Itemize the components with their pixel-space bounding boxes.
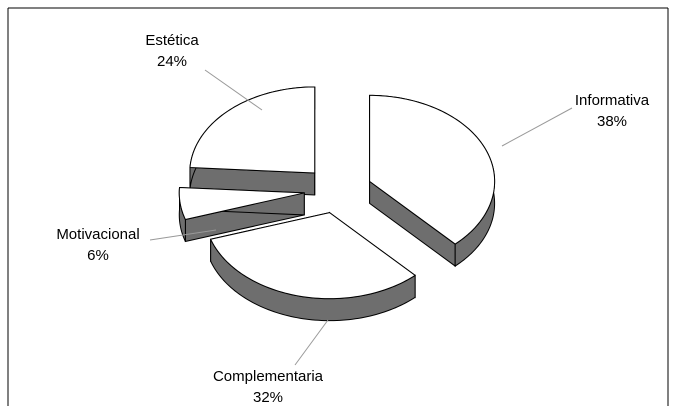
leader-line — [294, 319, 329, 366]
leader-line — [149, 229, 217, 241]
category-label: Estética — [145, 32, 199, 49]
slice — [178, 187, 305, 221]
percent-label: 38% — [597, 113, 627, 130]
slice — [209, 212, 417, 300]
leader-line — [204, 69, 263, 111]
percent-label: 24% — [157, 53, 187, 70]
leader-line — [501, 107, 573, 147]
percent-label: 6% — [87, 247, 109, 264]
slice-group — [209, 211, 417, 322]
category-label: Motivacional — [56, 226, 139, 243]
slice — [189, 86, 316, 174]
percent-label: 32% — [253, 389, 283, 406]
slice-group — [369, 94, 496, 268]
category-label: Informativa — [575, 92, 650, 109]
category-label: Complementaria — [213, 368, 324, 385]
slice-group — [178, 187, 305, 243]
slice — [369, 94, 496, 245]
